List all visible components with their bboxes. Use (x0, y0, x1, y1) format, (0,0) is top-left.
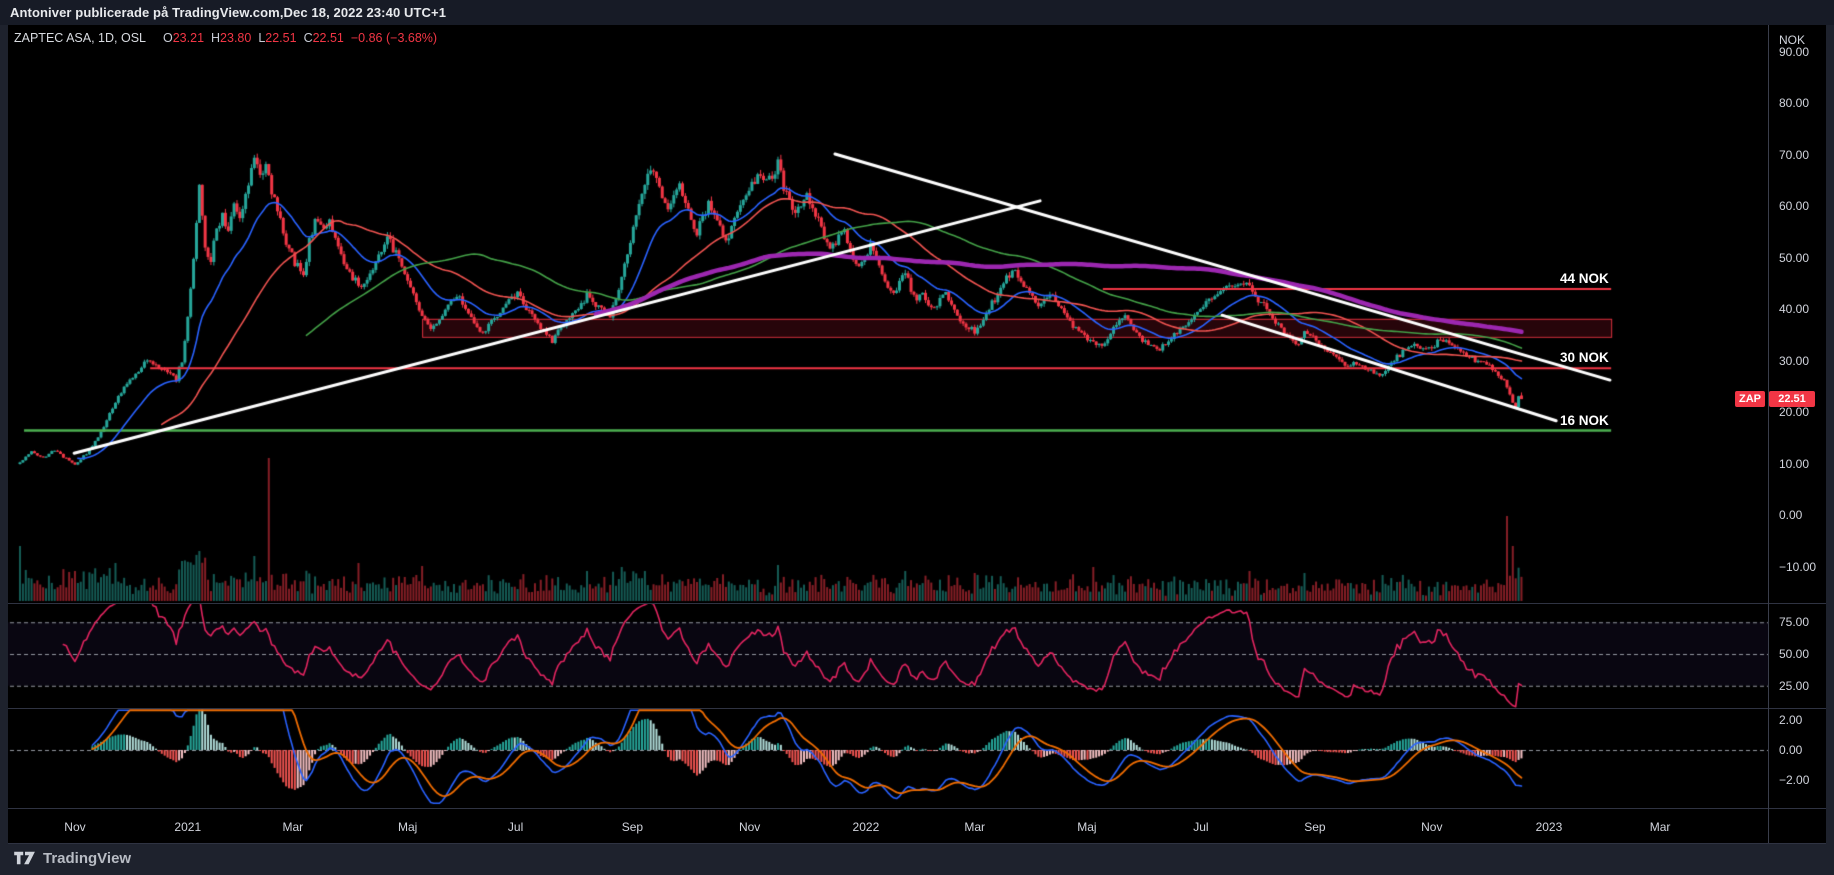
price-tick: 40.00 (1779, 302, 1810, 316)
price-tick: −10.00 (1779, 559, 1817, 574)
price-chart-canvas[interactable] (8, 25, 1768, 808)
time-tick: Sep (621, 820, 644, 834)
chart-legend: ZAPTEC ASA, 1D, OSL O23.21 H23.80 L22.51 C22… (14, 31, 437, 45)
ohlc-value: 22.51 (312, 31, 344, 45)
time-tick: Nov (738, 820, 761, 834)
publish-banner: Antoniver publicerade på TradingView.com… (0, 0, 1834, 25)
time-tick: 2021 (174, 820, 202, 834)
tradingview-brand-text: TradingView (43, 849, 132, 867)
time-tick: Sep (1304, 820, 1326, 834)
price-tick: 0.00 (1779, 508, 1803, 522)
ohlc-key: H (211, 31, 221, 45)
price-axis-currency: NOK (1779, 33, 1806, 47)
macd-tick: 2.00 (1779, 713, 1803, 727)
ohlc-value: 23.80 (220, 31, 252, 45)
level-label[interactable]: 16 NOK (1560, 412, 1609, 428)
time-tick: Mar (1649, 820, 1671, 834)
price-tick: 20.00 (1779, 405, 1810, 419)
tradingview-brand[interactable]: TradingView (14, 849, 131, 867)
price-tick: 70.00 (1779, 147, 1810, 162)
time-tick: Maj (1077, 820, 1097, 834)
level-label[interactable]: 44 NOK (1560, 270, 1609, 286)
rsi-tick: 25.00 (1779, 678, 1810, 693)
time-tick: 2023 (1535, 820, 1563, 834)
ohlc-key: C (303, 31, 313, 45)
change-value: −0.86 (−3.68%) (350, 31, 438, 45)
price-tick: 30.00 (1779, 353, 1810, 368)
symbol-tag: ZAP (1735, 391, 1765, 408)
publish-banner-text: Antoniver publicerade på TradingView.com… (10, 5, 447, 20)
symbol-title[interactable]: ZAPTEC ASA, 1D, OSL (14, 31, 146, 45)
ohlc-values: O23.21 H23.80 L22.51 C22.51 (156, 31, 344, 45)
pane-separator-rsi-macd[interactable] (8, 708, 1826, 709)
time-tick: Maj (397, 820, 418, 834)
time-tick: Nov (64, 820, 86, 834)
ohlc-value: 22.51 (265, 31, 297, 45)
time-tick: Nov (1421, 820, 1443, 834)
price-axis-border (1768, 25, 1769, 843)
footer-bar: TradingView (0, 843, 1834, 875)
macd-tick: 0.00 (1779, 743, 1803, 757)
macd-tick: −2.00 (1779, 773, 1810, 787)
tradingview-logo-icon (14, 851, 35, 865)
time-tick: Mar (282, 820, 304, 834)
ohlc-key: O (163, 31, 173, 45)
time-tick: Jul (507, 820, 524, 834)
price-tick: 80.00 (1779, 96, 1810, 110)
price-tick: 90.00 (1779, 44, 1810, 59)
time-tick: Jul (1193, 820, 1209, 834)
chart-bottom-border (8, 843, 1826, 844)
price-tick: 60.00 (1779, 199, 1810, 213)
level-label[interactable]: 30 NOK (1560, 350, 1609, 366)
pane-separator-macd-time (8, 808, 1826, 809)
price-tick: 50.00 (1779, 250, 1810, 265)
last-price-tag: 22.51 (1769, 391, 1815, 408)
ohlc-key: L (258, 31, 266, 45)
time-tick: 2022 (852, 820, 880, 834)
price-tick: 10.00 (1779, 456, 1810, 471)
pane-separator-volume-rsi[interactable] (8, 603, 1826, 604)
ohlc-value: 23.21 (172, 31, 205, 45)
rsi-tick: 75.00 (1779, 615, 1810, 630)
time-tick: Mar (964, 820, 986, 834)
rsi-tick: 50.00 (1779, 647, 1810, 661)
